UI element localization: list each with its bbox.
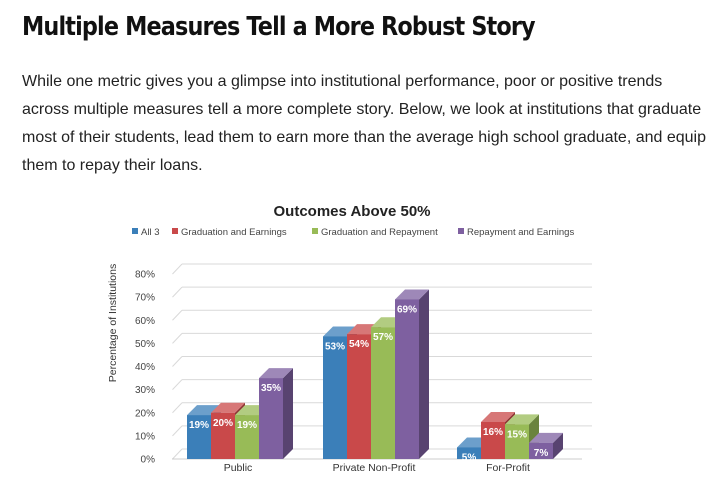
gridline-side xyxy=(172,425,183,437)
legend-label: Repayment and Earnings xyxy=(467,227,574,238)
legend-swatch xyxy=(458,228,464,234)
legend-swatch xyxy=(172,228,178,234)
x-tick-label: Public xyxy=(224,462,253,474)
y-tick-label: 30% xyxy=(135,385,155,396)
bar-side xyxy=(553,432,563,459)
gridline-side xyxy=(172,448,183,460)
data-label: 69% xyxy=(397,304,417,315)
bar-front xyxy=(505,424,529,459)
data-label: 19% xyxy=(237,420,257,431)
bar-front xyxy=(347,334,371,459)
gridline-side xyxy=(172,356,183,367)
bar-front xyxy=(481,422,505,459)
data-label: 54% xyxy=(349,339,369,350)
outcomes-chart: Outcomes Above 50% All 3 Graduation and E… xyxy=(107,203,592,474)
bar-front xyxy=(211,412,235,459)
data-label: 20% xyxy=(213,418,233,429)
data-label: 15% xyxy=(507,429,527,440)
y-tick-label: 40% xyxy=(135,362,155,373)
bar-front xyxy=(187,415,211,459)
gridline-side xyxy=(172,286,183,298)
bar-front xyxy=(457,447,481,459)
bar-front xyxy=(259,378,283,459)
data-label: 16% xyxy=(483,427,503,438)
legend-label: All 3 xyxy=(141,227,159,238)
bar-top xyxy=(505,414,539,425)
data-label: 7% xyxy=(534,448,549,459)
bar-top xyxy=(395,289,429,300)
legend-swatch xyxy=(312,228,318,234)
y-tick-label: 10% xyxy=(135,431,155,442)
y-tick-label: 60% xyxy=(135,316,155,327)
gridline-side xyxy=(172,379,183,390)
article-intro: While one metric gives you a glimpse int… xyxy=(22,73,706,174)
x-axis-ticks: Public Private Non-Profit For-Profit xyxy=(224,462,530,474)
y-tick-label: 80% xyxy=(135,270,155,281)
chart-legend: All 3 Graduation and Earnings Graduation a… xyxy=(132,227,574,238)
bar-front xyxy=(235,415,259,459)
data-label: 19% xyxy=(189,420,209,431)
y-axis-label: Percentage of Institutions xyxy=(107,264,119,383)
y-tick-label: 70% xyxy=(135,293,155,304)
bar-front xyxy=(323,336,347,459)
data-label: 35% xyxy=(261,383,281,394)
data-label: 57% xyxy=(373,332,393,343)
bar: 69% xyxy=(395,289,429,459)
gridline-side xyxy=(172,402,183,414)
bar-side xyxy=(419,289,429,459)
bar-top xyxy=(529,432,563,443)
x-tick-label: For-Profit xyxy=(486,462,530,474)
chart-bars: 19% 20% 19% 35% 53% 54% 57% 69% 5% 16% 15% 7% xyxy=(187,289,563,463)
gridline-side xyxy=(172,309,183,321)
y-tick-label: 20% xyxy=(135,408,155,419)
chart-title: Outcomes Above 50% xyxy=(274,203,431,220)
bar-top xyxy=(259,368,293,379)
bar-front xyxy=(395,299,419,459)
bar: 7% xyxy=(529,432,563,459)
article-heading: Multiple Measures Tell a More Robust Sto… xyxy=(22,12,536,42)
data-label: 5% xyxy=(462,452,477,463)
y-tick-label: 0% xyxy=(141,455,156,466)
bar: 35% xyxy=(259,368,293,459)
legend-label: Graduation and Repayment xyxy=(321,227,438,238)
y-tick-label: 50% xyxy=(135,339,155,350)
gridline-side xyxy=(172,263,183,275)
legend-swatch xyxy=(132,228,138,234)
bar-top xyxy=(481,412,515,422)
bar-side xyxy=(283,368,293,459)
gridline-side xyxy=(172,333,183,344)
bar-front xyxy=(529,442,553,459)
legend-label: Graduation and Earnings xyxy=(181,227,287,238)
y-axis-ticks: 0% 10% 20% 30% 40% 50% 60% 70% 80% xyxy=(135,270,155,466)
data-label: 53% xyxy=(325,341,345,352)
bar-front xyxy=(371,327,395,459)
x-tick-label: Private Non-Profit xyxy=(333,462,416,474)
bar-top xyxy=(211,402,245,413)
